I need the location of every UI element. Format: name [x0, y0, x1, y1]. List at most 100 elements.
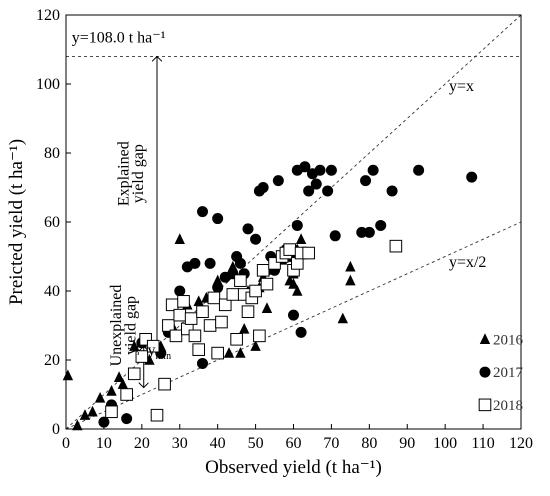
point-2017	[242, 223, 254, 235]
x-tick-label: 110	[471, 435, 494, 452]
point-2018	[260, 277, 274, 291]
point-2018	[162, 319, 175, 332]
point-2018	[150, 408, 164, 422]
point-2016	[117, 378, 129, 389]
point-2018	[211, 346, 224, 360]
point-2017	[299, 161, 311, 173]
point-2018	[241, 305, 255, 318]
point-2017	[375, 219, 387, 231]
point-2018	[135, 350, 149, 363]
point-2017	[250, 233, 262, 245]
point-2018	[173, 308, 187, 322]
point-2018	[188, 329, 202, 343]
point-2016	[261, 302, 273, 313]
x-tick-label: 10	[96, 435, 112, 452]
point-2017	[386, 185, 398, 197]
x-tick-label: 80	[361, 435, 377, 452]
legend: 2016 2017 2018	[478, 332, 523, 414]
point-2018	[105, 405, 118, 419]
point-2018	[218, 298, 232, 312]
point-2018	[389, 239, 403, 253]
point-2018	[139, 333, 152, 346]
point-2017	[189, 257, 201, 269]
point-2016	[223, 347, 235, 358]
point-2016	[79, 409, 91, 420]
point-2018	[207, 291, 221, 305]
point-2017	[291, 219, 303, 231]
point-2017	[121, 413, 133, 425]
ymin-label-subscript: min	[156, 351, 172, 362]
point-2017	[303, 185, 315, 197]
point-2018	[230, 333, 243, 346]
point-2018	[158, 377, 171, 391]
point-2017	[234, 257, 246, 269]
x-tick-label: 90	[399, 435, 415, 452]
point-2018	[120, 388, 133, 401]
point-2017	[288, 309, 299, 321]
ref-line-y-equals-half-x	[65, 221, 522, 430]
point-2018	[203, 319, 217, 332]
point-2017	[197, 206, 208, 218]
legend-marker-2016	[479, 333, 491, 344]
point-2016	[292, 285, 303, 296]
point-2017	[310, 178, 322, 190]
point-2016	[106, 385, 117, 396]
legend-label-2018: 2018	[493, 398, 523, 414]
point-2017	[295, 326, 307, 338]
ref-label-y-equals-half-x: y=x/2	[449, 254, 486, 271]
point-2017	[98, 416, 110, 428]
point-2017	[272, 175, 284, 187]
point-2016	[239, 322, 250, 334]
point-2017	[212, 282, 224, 294]
point-2018	[127, 367, 141, 381]
point-2018	[184, 312, 198, 325]
axes	[65, 14, 522, 430]
point-2017	[363, 226, 375, 238]
point-2017	[413, 164, 425, 176]
point-2018	[146, 339, 160, 353]
legend-label-2017: 2017	[493, 365, 523, 381]
legend-marker-2018	[478, 398, 492, 412]
x-tick-label: 0	[62, 435, 70, 452]
x-tick-label: 40	[210, 435, 226, 452]
unexplained-gap-label-line1: Unexplained	[108, 285, 125, 367]
point-2016	[345, 274, 356, 286]
point-2016	[94, 391, 106, 403]
legend-marker-2017	[479, 366, 491, 378]
point-2016	[288, 278, 299, 289]
point-2017	[322, 185, 334, 197]
point-2016	[212, 274, 223, 286]
y-tick-label: 80	[44, 145, 60, 162]
point-2017	[212, 213, 224, 225]
x-tick-label: 60	[286, 435, 302, 452]
y-tick-label: 40	[44, 283, 60, 300]
x-axis-title: Observed yield (t ha⁻¹)	[205, 457, 382, 478]
point-2016	[193, 295, 204, 307]
x-tick-label: 20	[134, 435, 150, 452]
point-2016	[295, 233, 307, 244]
point-2016	[174, 233, 185, 244]
point-2017	[360, 175, 372, 187]
x-tick-label: 30	[172, 435, 188, 452]
y-tick-label: 0	[52, 421, 60, 438]
point-2018	[215, 315, 228, 329]
point-2018	[169, 329, 183, 343]
point-2016	[227, 260, 239, 272]
x-tick-label: 70	[323, 435, 339, 452]
y-tick-label: 100	[36, 76, 60, 93]
point-2016	[72, 419, 83, 431]
point-2017	[466, 171, 478, 183]
point-2016	[87, 405, 98, 417]
x-tick-label: 100	[433, 435, 457, 452]
point-2018	[192, 343, 206, 356]
y-tick-label: 60	[44, 214, 60, 231]
point-2018	[226, 288, 240, 301]
point-2017	[174, 285, 186, 297]
x-tick-label: 120	[509, 435, 533, 452]
ymin-label-main: y	[148, 342, 156, 359]
point-2016	[345, 260, 356, 272]
point-2017	[314, 164, 326, 176]
point-2018	[302, 246, 315, 260]
point-2018	[234, 274, 247, 287]
